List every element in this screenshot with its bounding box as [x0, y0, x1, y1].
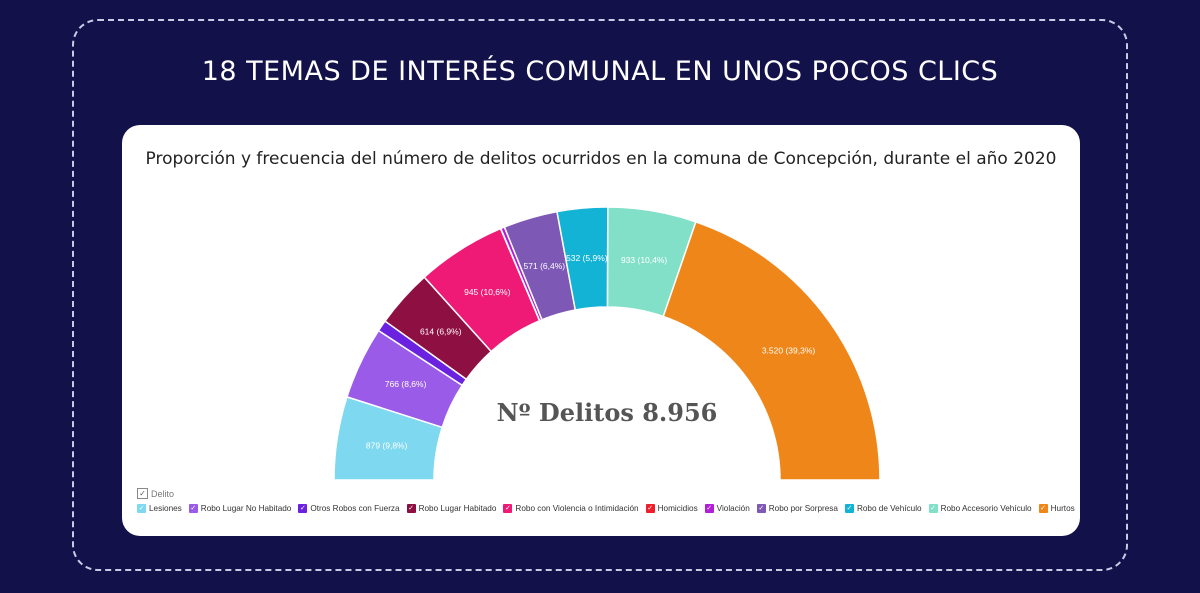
legend-item-6[interactable]: ✓ Violación	[704, 504, 750, 513]
segment-label-10: 3.520 (39,3%)	[762, 345, 816, 355]
legend-label: Violación	[716, 504, 750, 513]
legend-swatch-icon: ✓	[1038, 504, 1048, 513]
legend-label: Robo Lugar No Habitado	[200, 504, 292, 513]
segment-label-0: 879 (9,8%)	[366, 441, 408, 451]
legend-label: Robo por Sorpresa	[768, 504, 838, 513]
segment-label-4: 945 (10,6%)	[464, 287, 510, 297]
legend-swatch-icon: ✓	[406, 504, 416, 513]
legend: ✓ Lesiones ✓ Robo Lugar No Habitado ✓ Otros R…	[137, 504, 1075, 513]
legend-label: Otros Robos con Fuerza	[310, 504, 400, 513]
legend-item-8[interactable]: ✓ Robo de Vehículo	[844, 504, 922, 513]
legend-swatch-icon: ✓	[928, 504, 938, 513]
center-total-label: Nº Delitos 8.956	[497, 398, 718, 427]
legend-swatch-icon: ✓	[844, 504, 854, 513]
segment-label-7: 571 (6,4%)	[524, 261, 566, 271]
dashed-frame	[72, 19, 1128, 571]
segment-label-9: 933 (10,4%)	[621, 255, 667, 265]
legend-item-3[interactable]: ✓ Robo Lugar Habitado	[406, 504, 497, 513]
segment-10[interactable]	[662, 220, 881, 481]
page-headline: 18 TEMAS DE INTERÉS COMUNAL EN UNOS POCO…	[201, 56, 999, 87]
legend-title[interactable]: ✓ Delito	[137, 488, 174, 499]
legend-label: Robo Accesorio Vehículo	[940, 504, 1032, 513]
legend-item-7[interactable]: ✓ Robo por Sorpresa	[756, 504, 838, 513]
legend-label: Robo de Vehículo	[856, 504, 922, 513]
legend-title-text: Delito	[151, 488, 175, 499]
legend-item-10[interactable]: ✓ Hurtos	[1038, 504, 1075, 513]
legend-label: Hurtos	[1050, 504, 1075, 513]
legend-swatch-icon: ✓	[704, 504, 714, 513]
legend-item-9[interactable]: ✓ Robo Accesorio Vehículo	[928, 504, 1032, 513]
legend-label: Homicidios	[657, 504, 698, 513]
segment-label-8: 532 (5,9%)	[566, 253, 608, 263]
legend-label: Robo Lugar Habitado	[418, 504, 497, 513]
segment-label-3: 614 (6,9%)	[420, 326, 462, 336]
chart-title: Proporción y frecuencia del número de de…	[145, 149, 1057, 169]
legend-item-2[interactable]: ✓ Otros Robos con Fuerza	[298, 504, 400, 513]
checkbox-icon: ✓	[137, 488, 148, 499]
legend-item-0[interactable]: ✓ Lesiones	[137, 504, 182, 513]
legend-item-4[interactable]: ✓ Robo con Violencia o Intimidación	[503, 504, 639, 513]
legend-swatch-icon: ✓	[756, 504, 766, 513]
legend-label: Lesiones	[149, 504, 182, 513]
semicircle-donut-chart: 879 (9,8%) 766 (8,6%) 614 (6,9%) 945 (10,6%…	[333, 206, 881, 481]
legend-item-1[interactable]: ✓ Robo Lugar No Habitado	[188, 504, 292, 513]
legend-label: Robo con Violencia o Intimidación	[515, 504, 639, 513]
chart-card: Proporción y frecuencia del número de de…	[122, 125, 1080, 536]
legend-swatch-icon: ✓	[137, 504, 146, 513]
legend-swatch-icon: ✓	[503, 504, 513, 513]
legend-swatch-icon: ✓	[298, 504, 308, 513]
segment-label-1: 766 (8,6%)	[385, 379, 427, 389]
legend-swatch-icon: ✓	[645, 504, 655, 513]
legend-swatch-icon: ✓	[188, 504, 198, 513]
legend-item-5[interactable]: ✓ Homicidios	[645, 504, 698, 513]
